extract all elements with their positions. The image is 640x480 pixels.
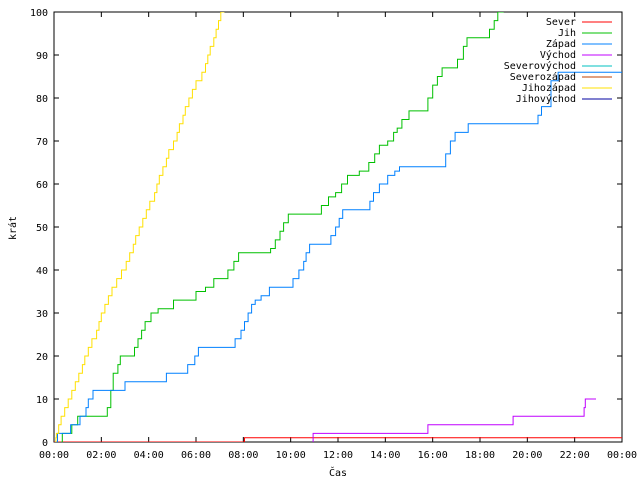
x-tick-label: 20:00: [512, 450, 542, 461]
x-tick-label: 18:00: [465, 450, 495, 461]
x-tick-label: 14:00: [370, 450, 400, 461]
series-layer: [54, 12, 622, 442]
y-tick-label: 90: [36, 51, 48, 62]
x-tick-label: 08:00: [228, 450, 258, 461]
x-axis-title: Čas: [329, 466, 347, 479]
legend-label-jih: Jih: [558, 28, 576, 39]
y-tick-label: 100: [30, 8, 48, 19]
x-tick-label: 06:00: [181, 450, 211, 461]
series-line-sever: [54, 437, 622, 442]
legend-label-zapad: Západ: [546, 38, 576, 50]
y-tick-label: 40: [36, 266, 48, 277]
y-axis: 0 10 20 30 40 50 60 70 80 90 100: [30, 8, 622, 449]
legend-label-severozapad: Severozápad: [510, 71, 576, 83]
y-tick-label: 50: [36, 223, 48, 234]
series-line-jihozapad: [55, 12, 225, 442]
y-axis-title: krát: [7, 216, 19, 240]
y-tick-label: 10: [36, 395, 48, 406]
x-tick-label: 12:00: [323, 450, 353, 461]
legend-label-vychod: Východ: [540, 49, 576, 61]
legend-label-jihovychod: Jihovýchod: [516, 93, 576, 105]
legend: SeverJihZápadVýchodSeverovýchodSeverozáp…: [504, 17, 612, 105]
legend-label-jihozapad: Jihozápad: [522, 82, 576, 94]
series-line-zapad: [55, 71, 622, 442]
x-tick-label: 10:00: [276, 450, 306, 461]
series-line-jih: [61, 12, 504, 442]
x-axis: 00:00 02:00 04:00 06:00 08:00 10:00 12:00 14:00…: [39, 12, 637, 461]
legend-label-severovychod: Severovýchod: [504, 60, 576, 72]
x-tick-label: 16:00: [418, 450, 448, 461]
y-tick-label: 30: [36, 309, 48, 320]
y-tick-label: 70: [36, 137, 48, 148]
y-tick-label: 0: [42, 438, 48, 449]
y-tick-label: 20: [36, 352, 48, 363]
y-tick-label: 80: [36, 94, 48, 105]
y-tick-label: 60: [36, 180, 48, 191]
x-tick-label: 00:00: [39, 450, 69, 461]
x-tick-label: 22:00: [560, 450, 590, 461]
legend-label-sever: Sever: [546, 17, 576, 28]
x-tick-label: 02:00: [86, 450, 116, 461]
x-tick-label: 00:00: [607, 450, 637, 461]
x-tick-label: 04:00: [134, 450, 164, 461]
series-line-vychod: [312, 398, 596, 442]
